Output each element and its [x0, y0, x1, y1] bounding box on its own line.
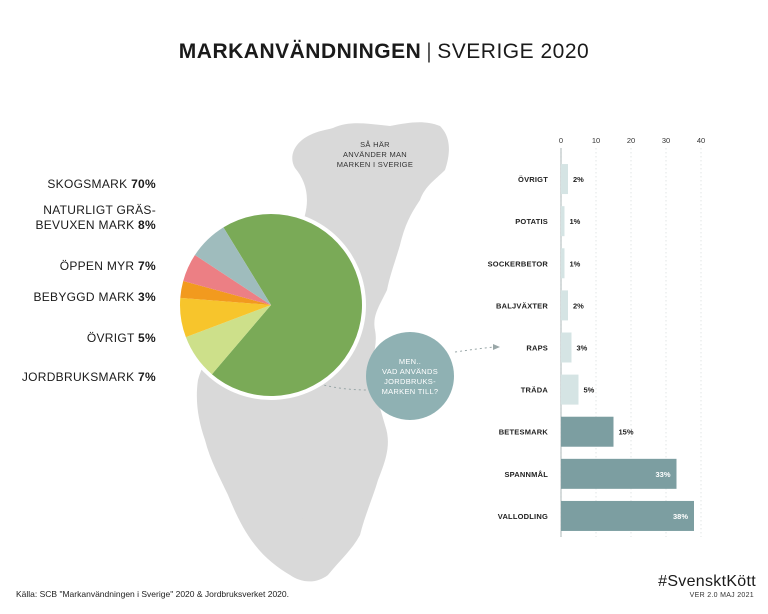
pie-label-text: JORDBRUKSMARK — [21, 370, 135, 384]
category-label: BETESMARK — [499, 428, 549, 437]
map-caption-line: SÅ HÄR — [360, 140, 390, 149]
title-rest: SVERIGE 2020 — [437, 40, 590, 63]
page-title: MARKANVÄNDNINGEN | SVERIGE 2020 — [0, 40, 768, 64]
pie-label-value: 70% — [131, 177, 156, 191]
bubble-line: MEN.. — [398, 357, 422, 366]
map-caption: SÅ HÄR ANVÄNDER MAN MARKEN I SVERIGE — [325, 140, 425, 170]
bar-potatis — [561, 206, 565, 237]
pie-label-jordbruksmark: JORDBRUKSMARK 7% — [22, 370, 156, 385]
bar-träda — [561, 374, 579, 405]
value-label: 38% — [673, 512, 688, 521]
bar-marks: ÖVRIGT 2% POTATIS 1% SOCKERBETOR 1% BALJVÄXTER… — [488, 164, 694, 531]
pie-slice-öppen-myr — [180, 297, 271, 338]
info-bubble — [366, 332, 454, 420]
category-label: POTATIS — [515, 217, 548, 226]
pie-label-text: ÖVRIGT — [86, 331, 135, 345]
x-tick-label: 40 — [697, 136, 705, 145]
value-label: 1% — [570, 259, 581, 268]
pie-label-bebyggd: BEBYGGD MARK 3% — [33, 290, 156, 305]
x-tick-label: 10 — [592, 136, 600, 145]
pie-label-text: BEVUXEN MARK — [35, 218, 135, 232]
value-label: 2% — [573, 301, 584, 310]
title-bold: MARKANVÄNDNINGEN — [178, 40, 422, 63]
value-label: 3% — [577, 344, 588, 353]
pie-slice-naturligt-gräsbevuxen-mark — [185, 305, 271, 375]
bubble-line: JORDBRUKS- — [384, 377, 436, 386]
pie-label-text: BEBYGGD MARK — [33, 290, 135, 304]
pie-label-oppen-myr: ÖPPEN MYR 7% — [60, 259, 156, 274]
category-label: TRÄDA — [521, 386, 549, 395]
value-label: 5% — [584, 386, 595, 395]
category-label: VALLODLING — [498, 512, 548, 521]
category-label: ÖVRIGT — [518, 175, 548, 184]
value-label: 33% — [655, 470, 670, 479]
value-label: 2% — [573, 175, 584, 184]
map-caption-line: MARKEN I SVERIGE — [336, 160, 414, 169]
pie-label-value: 5% — [138, 331, 156, 345]
pie-label-value: 7% — [138, 259, 156, 273]
bubble-line: VAD ANVÄNDS — [381, 367, 439, 376]
category-label: SPANNMÅL — [504, 470, 548, 479]
x-tick-label: 20 — [627, 136, 635, 145]
pie-label-naturligt: NATURLIGT GRÄS- BEVUXEN MARK 8% — [35, 203, 156, 233]
pie-label-value: 8% — [138, 218, 156, 232]
category-label: SOCKERBETOR — [488, 259, 549, 268]
brand-hashtag: #SvensktKött — [658, 573, 756, 590]
oland-island — [295, 518, 307, 542]
pie-label-text: NATURLIGT GRÄS- — [43, 203, 156, 217]
pie-label-skogsmark: SKOGSMARK 70% — [47, 177, 156, 192]
pie-slice-skogsmark — [211, 214, 362, 396]
bar-spannmål — [561, 458, 677, 489]
pie-slice-jordbruksmark — [194, 227, 271, 305]
connector-line-bars — [454, 346, 496, 353]
connector-arrowhead — [493, 344, 500, 350]
title-separator: | — [426, 40, 433, 63]
bar-vallodling — [561, 500, 694, 531]
value-label: 1% — [570, 217, 581, 226]
category-label: RAPS — [526, 344, 548, 353]
pie-label-value: 3% — [138, 290, 156, 304]
info-bubble-text: MEN.. VAD ANVÄNDS JORDBRUKS- MARKEN TILL… — [370, 357, 450, 397]
version-label: VER 2.0 MAJ 2021 — [689, 592, 754, 599]
bar-sockerbetor — [561, 248, 565, 279]
gotland-island — [309, 473, 331, 502]
source-note: Källa: SCB "Markanvändningen i Sverige" … — [16, 589, 289, 599]
bubble-line: MARKEN TILL? — [381, 387, 439, 396]
pie-slices — [176, 210, 366, 400]
pie-label-text: SKOGSMARK — [47, 177, 128, 191]
x-tick-label: 30 — [662, 136, 670, 145]
bar-övrigt — [561, 164, 568, 195]
bar-betesmark — [561, 416, 614, 447]
pie-label-text: ÖPPEN MYR — [59, 259, 135, 273]
x-tick-label: 0 — [559, 136, 563, 145]
category-label: BALJVÄXTER — [496, 301, 548, 310]
pie-label-value: 7% — [138, 370, 156, 384]
bar-raps — [561, 332, 572, 363]
bar-baljväxter — [561, 290, 568, 321]
pie-slice-övrigt — [183, 255, 271, 305]
map-caption-line: ANVÄNDER MAN — [342, 150, 408, 159]
value-label: 15% — [619, 428, 634, 437]
pie-slice-bebyggd-mark — [180, 281, 271, 305]
pie-label-ovrigt: ÖVRIGT 5% — [87, 331, 156, 346]
